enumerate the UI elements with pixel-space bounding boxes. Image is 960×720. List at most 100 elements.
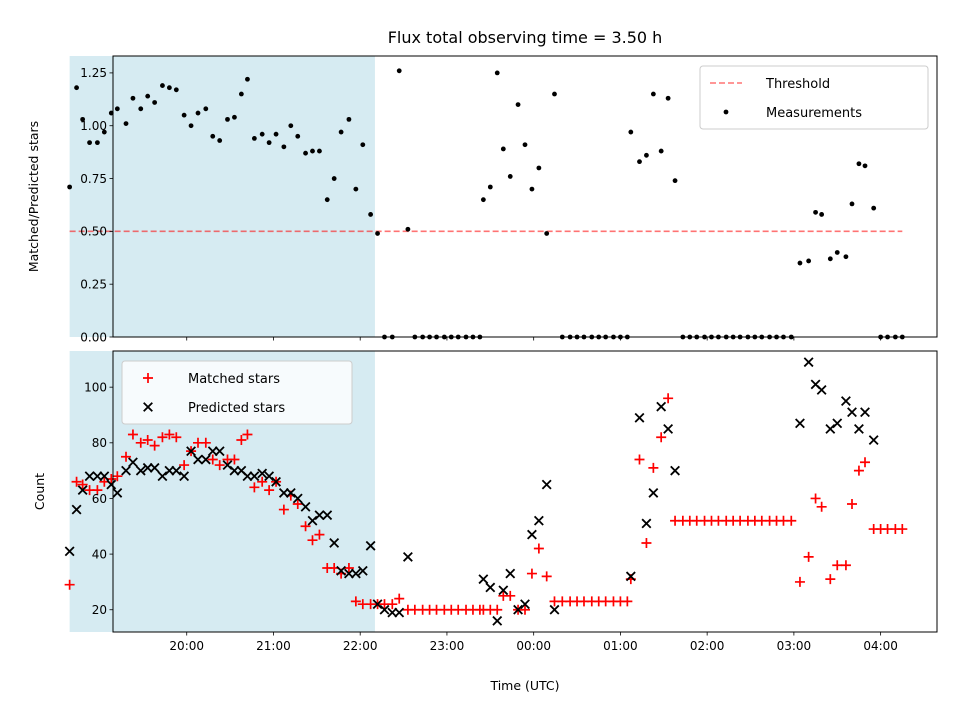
matched-star-point xyxy=(300,521,311,532)
y-tick-label: 0.75 xyxy=(80,172,107,186)
measurement-point xyxy=(217,138,223,143)
matched-star-point xyxy=(505,590,516,601)
predicted-star-point xyxy=(847,407,857,418)
predicted-star-point xyxy=(485,582,496,593)
matched-star-point xyxy=(634,454,645,465)
measurement-point xyxy=(797,260,803,266)
predicted-star-point xyxy=(505,568,516,579)
measurement-point xyxy=(522,142,528,148)
measurement-point xyxy=(145,93,151,99)
measurement-point xyxy=(480,197,486,203)
x-tick-label: 20:00 xyxy=(169,639,204,653)
matched-star-point xyxy=(229,454,240,465)
measurement-point xyxy=(123,121,129,127)
matched-star-point xyxy=(71,476,82,487)
y-tick-label: 100 xyxy=(84,380,107,394)
measurement-point xyxy=(74,85,79,91)
predicted-star-point xyxy=(292,493,303,504)
measurement-point xyxy=(552,91,557,97)
measurement-point xyxy=(210,133,216,139)
measurement-point xyxy=(138,106,144,112)
measurement-point xyxy=(338,129,344,135)
matched-star-point xyxy=(249,482,260,493)
matched-star-point xyxy=(164,429,175,440)
predicted-star-point xyxy=(648,487,659,498)
matched-star-point xyxy=(149,440,160,451)
predicted-star-point xyxy=(840,396,851,407)
measurement-point xyxy=(515,102,521,107)
ratio-panel-frame xyxy=(112,55,938,338)
predicted-star-point xyxy=(825,423,836,434)
y-tick-label: 20 xyxy=(92,603,107,617)
matched-star-point xyxy=(794,576,805,587)
predicted-star-point xyxy=(541,479,552,490)
matched-star-point xyxy=(810,493,821,504)
measurement-point xyxy=(101,129,107,135)
measurement-point xyxy=(396,68,402,74)
matched-star-point xyxy=(846,499,857,510)
measurement-point xyxy=(181,112,187,118)
matched-star-point xyxy=(214,460,225,471)
predicted-star-point xyxy=(513,604,523,615)
predicted-star-point xyxy=(214,446,225,457)
chart-title: Flux total observing time = 3.50 h xyxy=(388,28,663,47)
measurement-point xyxy=(225,116,230,122)
predicted-star-point xyxy=(322,510,333,521)
predicted-star-point xyxy=(128,457,138,468)
matched-star-point xyxy=(179,460,190,471)
measurement-point xyxy=(819,212,825,217)
predicted-star-point xyxy=(498,585,509,596)
predicted-star-point xyxy=(149,462,160,473)
matched-star-point xyxy=(520,604,530,615)
predicted-star-point xyxy=(372,599,383,610)
measurement-point xyxy=(281,144,287,150)
measurement-point xyxy=(87,140,92,146)
measurement-point xyxy=(637,159,642,165)
measurement-point xyxy=(160,83,165,88)
legend-plus-swatch xyxy=(143,373,153,383)
predicted-star-point xyxy=(625,571,636,582)
predicted-star-point xyxy=(171,465,182,476)
ratio-panel-ylabel: Matched/Predicted stars xyxy=(26,121,41,272)
matched-star-point xyxy=(236,435,247,446)
observing-window-shade xyxy=(69,56,375,337)
measurement-point xyxy=(303,150,308,156)
legend-label: Matched stars xyxy=(188,372,280,387)
measurement-point xyxy=(834,250,840,255)
predicted-star-point xyxy=(157,471,168,482)
measurement-point xyxy=(324,197,330,203)
measurement-point xyxy=(288,123,294,129)
predicted-star-point xyxy=(77,485,88,496)
predicted-star-point xyxy=(193,454,203,465)
measurement-point xyxy=(813,209,818,215)
measurement-point xyxy=(166,85,172,91)
legend-label: Predicted stars xyxy=(188,401,285,416)
matched-star-point xyxy=(816,501,827,512)
measurement-point xyxy=(658,148,664,154)
predicted-star-point xyxy=(379,604,390,615)
matched-star-point xyxy=(641,537,652,548)
measurement-point xyxy=(67,184,73,190)
predicted-star-point xyxy=(832,418,843,429)
predicted-star-point xyxy=(264,471,275,482)
measurement-point xyxy=(238,91,244,97)
measurement-point xyxy=(368,212,374,217)
legend-x-swatch xyxy=(143,402,153,412)
measurement-point xyxy=(375,231,380,236)
measurement-point xyxy=(871,205,877,211)
count-panel-legend: Matched stars Predicted stars xyxy=(121,360,353,425)
matched-star-point xyxy=(840,560,851,571)
predicted-star-point xyxy=(112,487,123,498)
measurement-point xyxy=(130,95,136,101)
measurement-point xyxy=(665,95,671,101)
matched-star-point xyxy=(648,462,659,473)
matched-star-point xyxy=(264,485,275,496)
count-panel-frame xyxy=(112,350,938,633)
predicted-star-point xyxy=(121,465,131,476)
matched-star-point xyxy=(292,499,303,510)
measurement-point xyxy=(108,110,114,116)
predicted-star-point xyxy=(656,401,667,412)
y-tick-label: 0.50 xyxy=(80,225,107,239)
matched-star-point xyxy=(832,560,843,571)
matched-star-point xyxy=(200,437,211,448)
